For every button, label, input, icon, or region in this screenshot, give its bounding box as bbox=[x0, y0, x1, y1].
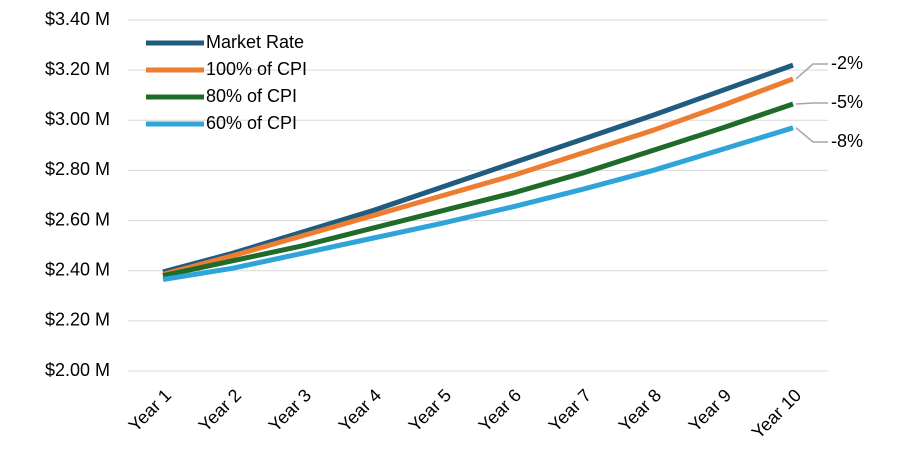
y-tick-label: $2.00 M bbox=[45, 360, 110, 380]
legend-label: 80% of CPI bbox=[206, 86, 297, 106]
y-tick-label: $2.80 M bbox=[45, 159, 110, 179]
annotation: -5% bbox=[831, 92, 863, 112]
x-tick-label: Year 10 bbox=[748, 385, 806, 443]
annotation: -2% bbox=[831, 53, 863, 73]
y-tick-label: $2.60 M bbox=[45, 209, 110, 229]
y-tick-label: $3.20 M bbox=[45, 59, 110, 79]
legend-label: 60% of CPI bbox=[206, 113, 297, 133]
x-tick-label: Year 5 bbox=[405, 385, 455, 435]
y-tick-label: $3.40 M bbox=[45, 9, 110, 29]
x-tick-label: Year 2 bbox=[195, 385, 245, 435]
leader-line bbox=[795, 127, 828, 143]
x-tick-label: Year 9 bbox=[685, 385, 735, 435]
leader-line bbox=[795, 102, 828, 105]
line bbox=[162, 125, 794, 282]
y-tick-label: $2.20 M bbox=[45, 310, 110, 330]
x-tick-label: Year 3 bbox=[265, 385, 315, 435]
x-tick-label: Year 4 bbox=[335, 385, 385, 435]
leader-line bbox=[795, 63, 828, 80]
legend-label: Market Rate bbox=[206, 32, 304, 52]
line bbox=[162, 101, 794, 279]
x-tick-label: Year 7 bbox=[545, 385, 595, 435]
y-tick-label: $2.40 M bbox=[45, 259, 110, 279]
line bbox=[162, 76, 794, 277]
x-tick-label: Year 6 bbox=[475, 385, 525, 435]
legend-label: 100% of CPI bbox=[206, 59, 307, 79]
x-tick-label: Year 1 bbox=[125, 385, 175, 435]
line bbox=[162, 62, 794, 275]
y-tick-label: $3.00 M bbox=[45, 109, 110, 129]
annotation: -8% bbox=[831, 131, 863, 151]
x-tick-label: Year 8 bbox=[615, 385, 665, 435]
